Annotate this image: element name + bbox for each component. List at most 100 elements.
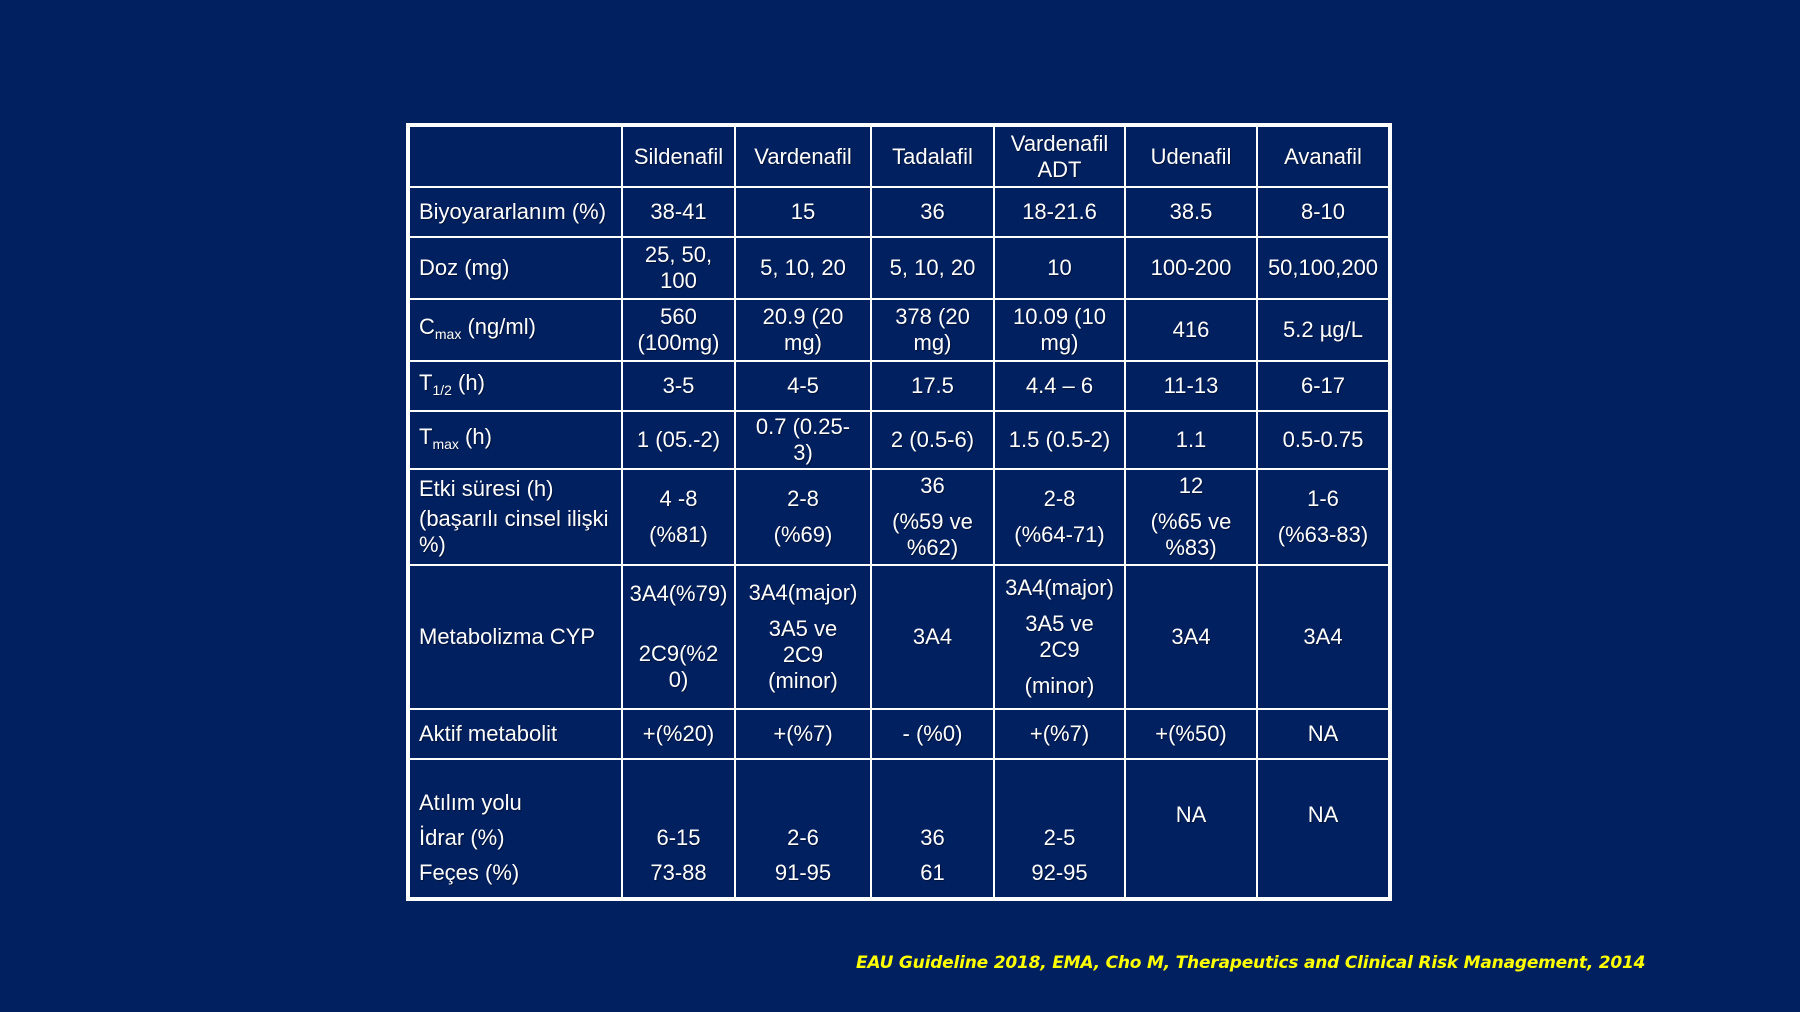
table-row-dose: Doz (mg) 25, 50, 100 5, 10, 20 5, 10, 20… (407, 236, 1391, 300)
table-cell: 100-200 (1124, 236, 1258, 300)
table-cell: 1.1 (1124, 410, 1258, 470)
table-cell: 560 (100mg) (621, 298, 736, 362)
cell-line: 3A4 (912, 624, 953, 649)
cell-line: (%63-83) (1277, 522, 1369, 547)
cell-line: 3A4 (1171, 624, 1211, 649)
cmax-subscript: max (434, 325, 462, 342)
table-row-cmax: Cmax (ng/ml) 560 (100mg) 20.9 (20 mg) 37… (407, 298, 1391, 362)
row-label-bioavailability: Biyoyararlanım (%) (407, 186, 623, 238)
row-label-tmax: Tmax (h) (407, 410, 623, 470)
table-cell: 378 (20 mg) (870, 298, 995, 362)
cell-line: 3A4(%79) (629, 581, 728, 606)
cell-line: 3A4(major) (1005, 575, 1114, 600)
table-cell: 4 -8 (%81) (621, 468, 736, 566)
table-row-bioavailability: Biyoyararlanım (%) 38-41 15 36 18-21.6 3… (407, 186, 1391, 238)
cell-line: 1-6 (1307, 486, 1339, 511)
table-cell: 6-15 73-88 (621, 758, 736, 900)
tmax-subscript: max (432, 435, 459, 452)
table-cell: 4.4 – 6 (993, 360, 1126, 412)
cell-line: 4 -8 (659, 486, 698, 511)
row-label-cmax: Cmax (ng/ml) (407, 298, 623, 362)
header-avanafil: Avanafil (1256, 124, 1391, 188)
cmax-symbol: C (419, 313, 435, 339)
table-cell: 12 (%65 ve %83) (1124, 468, 1258, 566)
citation: EAU Guideline 2018, EMA, Cho M, Therapeu… (856, 953, 1646, 973)
table-cell: 0.7 (0.25-3) (734, 410, 872, 470)
table-cell: NA (1124, 758, 1258, 900)
cell-line: NA (1307, 801, 1339, 827)
table-cell: 5, 10, 20 (870, 236, 995, 300)
cmax-unit: (ng/ml) (461, 313, 536, 339)
table-cell: 25, 50, 100 (621, 236, 736, 300)
row-label-active-metabolite: Aktif metabolit (407, 708, 623, 760)
table-cell: 6-17 (1256, 360, 1391, 412)
table-cell: 1-6 (%63-83) (1256, 468, 1391, 566)
cell-line: 6-15 (656, 825, 701, 850)
table-cell: 10.09 (10 mg) (993, 298, 1126, 362)
table-cell: 15 (734, 186, 872, 238)
table-cell: 17.5 (870, 360, 995, 412)
table-row-tmax: Tmax (h) 1 (05.-2) 0.7 (0.25-3) 2 (0.5-6… (407, 410, 1391, 470)
cell-line: 3A4(major) (748, 580, 858, 605)
tmax-unit: (h) (458, 423, 492, 449)
table-cell: 8-10 (1256, 186, 1391, 238)
cell-line: 2-8 (787, 486, 819, 511)
row-label-duration: Etki süresi (h) (başarılı cinsel ilişki … (407, 468, 623, 566)
table-cell: 0.5-0.75 (1256, 410, 1391, 470)
table-cell: 3-5 (621, 360, 736, 412)
cell-line: 36 (920, 473, 945, 498)
cell-line: 2-5 (1043, 825, 1076, 850)
table-cell: +(%7) (734, 708, 872, 760)
cell-line: 36 (920, 825, 945, 850)
table-cell: 10 (993, 236, 1126, 300)
table-cell: +(%50) (1124, 708, 1258, 760)
thalf-subscript: 1/2 (432, 381, 452, 398)
cell-line: (%64-71) (1014, 522, 1105, 547)
cell-line: 3A5 ve 2C9 (minor) (768, 616, 838, 693)
table-cell: 3A4(major) 3A5 ve 2C9 (minor) (734, 564, 872, 710)
table-cell: - (%0) (870, 708, 995, 760)
cell-line: 92-95 (1031, 860, 1088, 885)
table-cell: 3A4(%79) 2C9(%20) (621, 564, 736, 710)
row-label-metabolism: Metabolizma CYP (407, 564, 623, 710)
header-corner (407, 124, 623, 188)
row-label-dose: Doz (mg) (407, 236, 623, 300)
header-udenafil: Udenafil (1124, 124, 1258, 188)
cell-line: 73-88 (650, 860, 707, 885)
table-cell: 3A4 (1256, 564, 1391, 710)
cell-line: 2C9(%20) (638, 641, 719, 692)
table-cell: 20.9 (20 mg) (734, 298, 872, 362)
cell-line: 12 (1178, 473, 1204, 498)
table-cell: 18-21.6 (993, 186, 1126, 238)
cell-line: 3A4 (1303, 624, 1343, 649)
table-cell: 38-41 (621, 186, 736, 238)
table-cell: 36 (870, 186, 995, 238)
table-cell: 50,100,200 (1256, 236, 1391, 300)
table-cell: 3A4 (870, 564, 995, 710)
cell-line: 2-6 (787, 825, 819, 850)
table-cell: 38.5 (1124, 186, 1258, 238)
table-cell: 11-13 (1124, 360, 1258, 412)
cell-line: (minor) (1024, 673, 1095, 698)
tmax-symbol: T (419, 423, 433, 449)
table-cell: 3A4(major) 3A5 ve 2C9 (minor) (993, 564, 1126, 710)
thalf-symbol: T (419, 369, 433, 395)
table-cell: 5, 10, 20 (734, 236, 872, 300)
duration-label-line2: (başarılı cinsel ilişki %) (419, 506, 609, 557)
table-cell: 36 61 (870, 758, 995, 900)
table-cell: 36 (%59 ve %62) (870, 468, 995, 566)
excretion-title: Atılım yolu (419, 789, 522, 815)
table-row-thalf: T1/2 (h) 3-5 4-5 17.5 4.4 – 6 11-13 6-17 (407, 360, 1391, 412)
table-cell: NA (1256, 708, 1391, 760)
excretion-feces-label: Feçes (%) (419, 859, 520, 885)
table-cell: 2-8 (%64-71) (993, 468, 1126, 566)
table-cell: 5.2 µg/L (1256, 298, 1391, 362)
table-cell: 1 (05.-2) (621, 410, 736, 470)
table-row-metabolism: Metabolizma CYP 3A4(%79) 2C9(%20) 3A4(maj… (407, 564, 1391, 710)
cell-line: (%59 ve %62) (892, 509, 973, 560)
header-row: Sildenafil Vardenafil Tadalafil Vardenaf… (407, 124, 1391, 188)
table-row-excretion: Atılım yolu İdrar (%) Feçes (%) 6-15 73-8… (407, 758, 1391, 900)
cell-line: 91-95 (774, 860, 832, 885)
header-vardenafil-adt: Vardenafil ADT (993, 124, 1126, 188)
cell-line: 3A5 ve 2C9 (1025, 611, 1094, 662)
